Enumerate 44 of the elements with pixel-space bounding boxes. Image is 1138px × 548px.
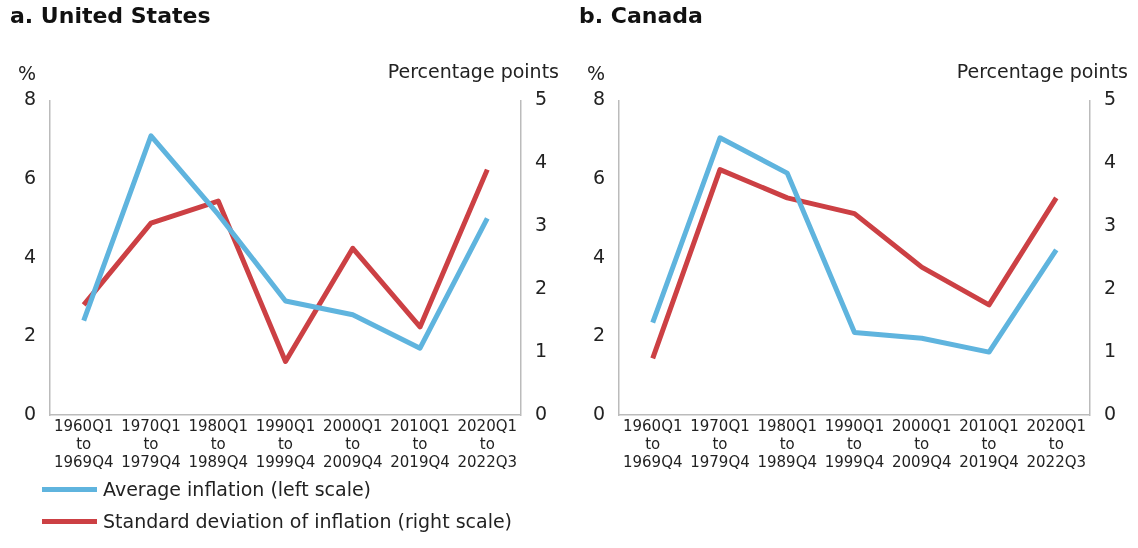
y2-tick-label: 1: [1103, 339, 1117, 362]
y2-tick-label: 1: [534, 339, 548, 362]
y2-tick-label: 0: [534, 401, 548, 424]
x-tick-label: 2010Q1 to 2019Q4: [390, 416, 450, 471]
x-tick-label: 1970Q1 to 1979Q4: [690, 416, 750, 471]
y2-tick-label: 0: [1103, 401, 1117, 424]
x-tick-label: 2000Q1 to 2009Q4: [322, 416, 383, 471]
y-tick-label: 4: [592, 244, 606, 267]
y-tick-label: 2: [592, 323, 606, 346]
y-tick-label: 8: [23, 87, 37, 110]
x-tick-label: 1960Q1 to 1969Q4: [622, 416, 683, 471]
x-tick-label: 1990Q1 to 1999Q4: [824, 416, 885, 471]
y2-tick-label: 5: [1103, 87, 1117, 110]
x-tick-label: 1980Q1 to 1989Q4: [757, 416, 818, 471]
y2-tick-label: 2: [534, 276, 548, 299]
x-tick-label: 1970Q1 to 1979Q4: [121, 416, 181, 471]
y2-tick-label: 2: [1103, 276, 1117, 299]
y2-tick-label: 5: [534, 87, 548, 110]
y-tick-label: 6: [592, 165, 606, 188]
x-tick-label: 2020Q1 to 2022Q3: [457, 416, 518, 471]
y-axis-title: %: [18, 61, 37, 84]
legend-label: Average inflation (left scale): [103, 478, 372, 500]
y-tick-label: 8: [592, 87, 606, 110]
y-tick-label: 4: [23, 244, 37, 267]
y-tick-label: 0: [592, 401, 606, 424]
y-tick-label: 6: [23, 165, 37, 188]
y2-tick-label: 3: [534, 213, 548, 236]
x-tick-label: 1990Q1 to 1999Q4: [255, 416, 316, 471]
x-tick-label: 2000Q1 to 2009Q4: [891, 416, 952, 471]
chart-title: b. Canada: [579, 2, 703, 28]
x-tick-label: 2010Q1 to 2019Q4: [959, 416, 1019, 471]
y2-tick-label: 4: [534, 150, 548, 173]
y2-tick-label: 3: [1103, 213, 1117, 236]
y-axis-title: %: [587, 61, 606, 84]
x-tick-label: 1980Q1 to 1989Q4: [188, 416, 249, 471]
x-tick-label: 1960Q1 to 1969Q4: [53, 416, 114, 471]
y-tick-label: 0: [23, 401, 37, 424]
y2-tick-label: 4: [1103, 150, 1117, 173]
x-tick-label: 2020Q1 to 2022Q3: [1026, 416, 1087, 471]
y2-axis-title: Percentage points: [387, 59, 559, 82]
legend-label: Standard deviation of inflation (right scale): [103, 510, 513, 532]
chart-title: a. United States: [10, 2, 211, 28]
y2-axis-title: Percentage points: [956, 59, 1128, 82]
y-tick-label: 2: [23, 323, 37, 346]
